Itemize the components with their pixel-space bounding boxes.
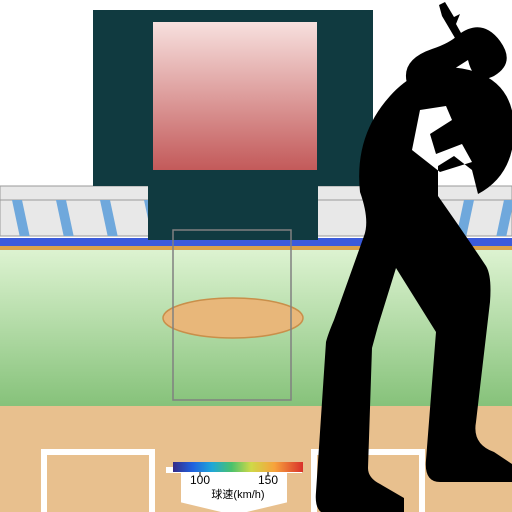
scoreboard-screen — [153, 22, 317, 170]
pitch-location-diagram: 100150 球速(km/h) — [0, 0, 512, 512]
diagram-svg: 100150 球速(km/h) — [0, 0, 512, 512]
speed-legend-caption: 球速(km/h) — [211, 487, 264, 501]
pitchers-mound — [163, 298, 303, 338]
speed-legend-bar — [173, 462, 303, 472]
